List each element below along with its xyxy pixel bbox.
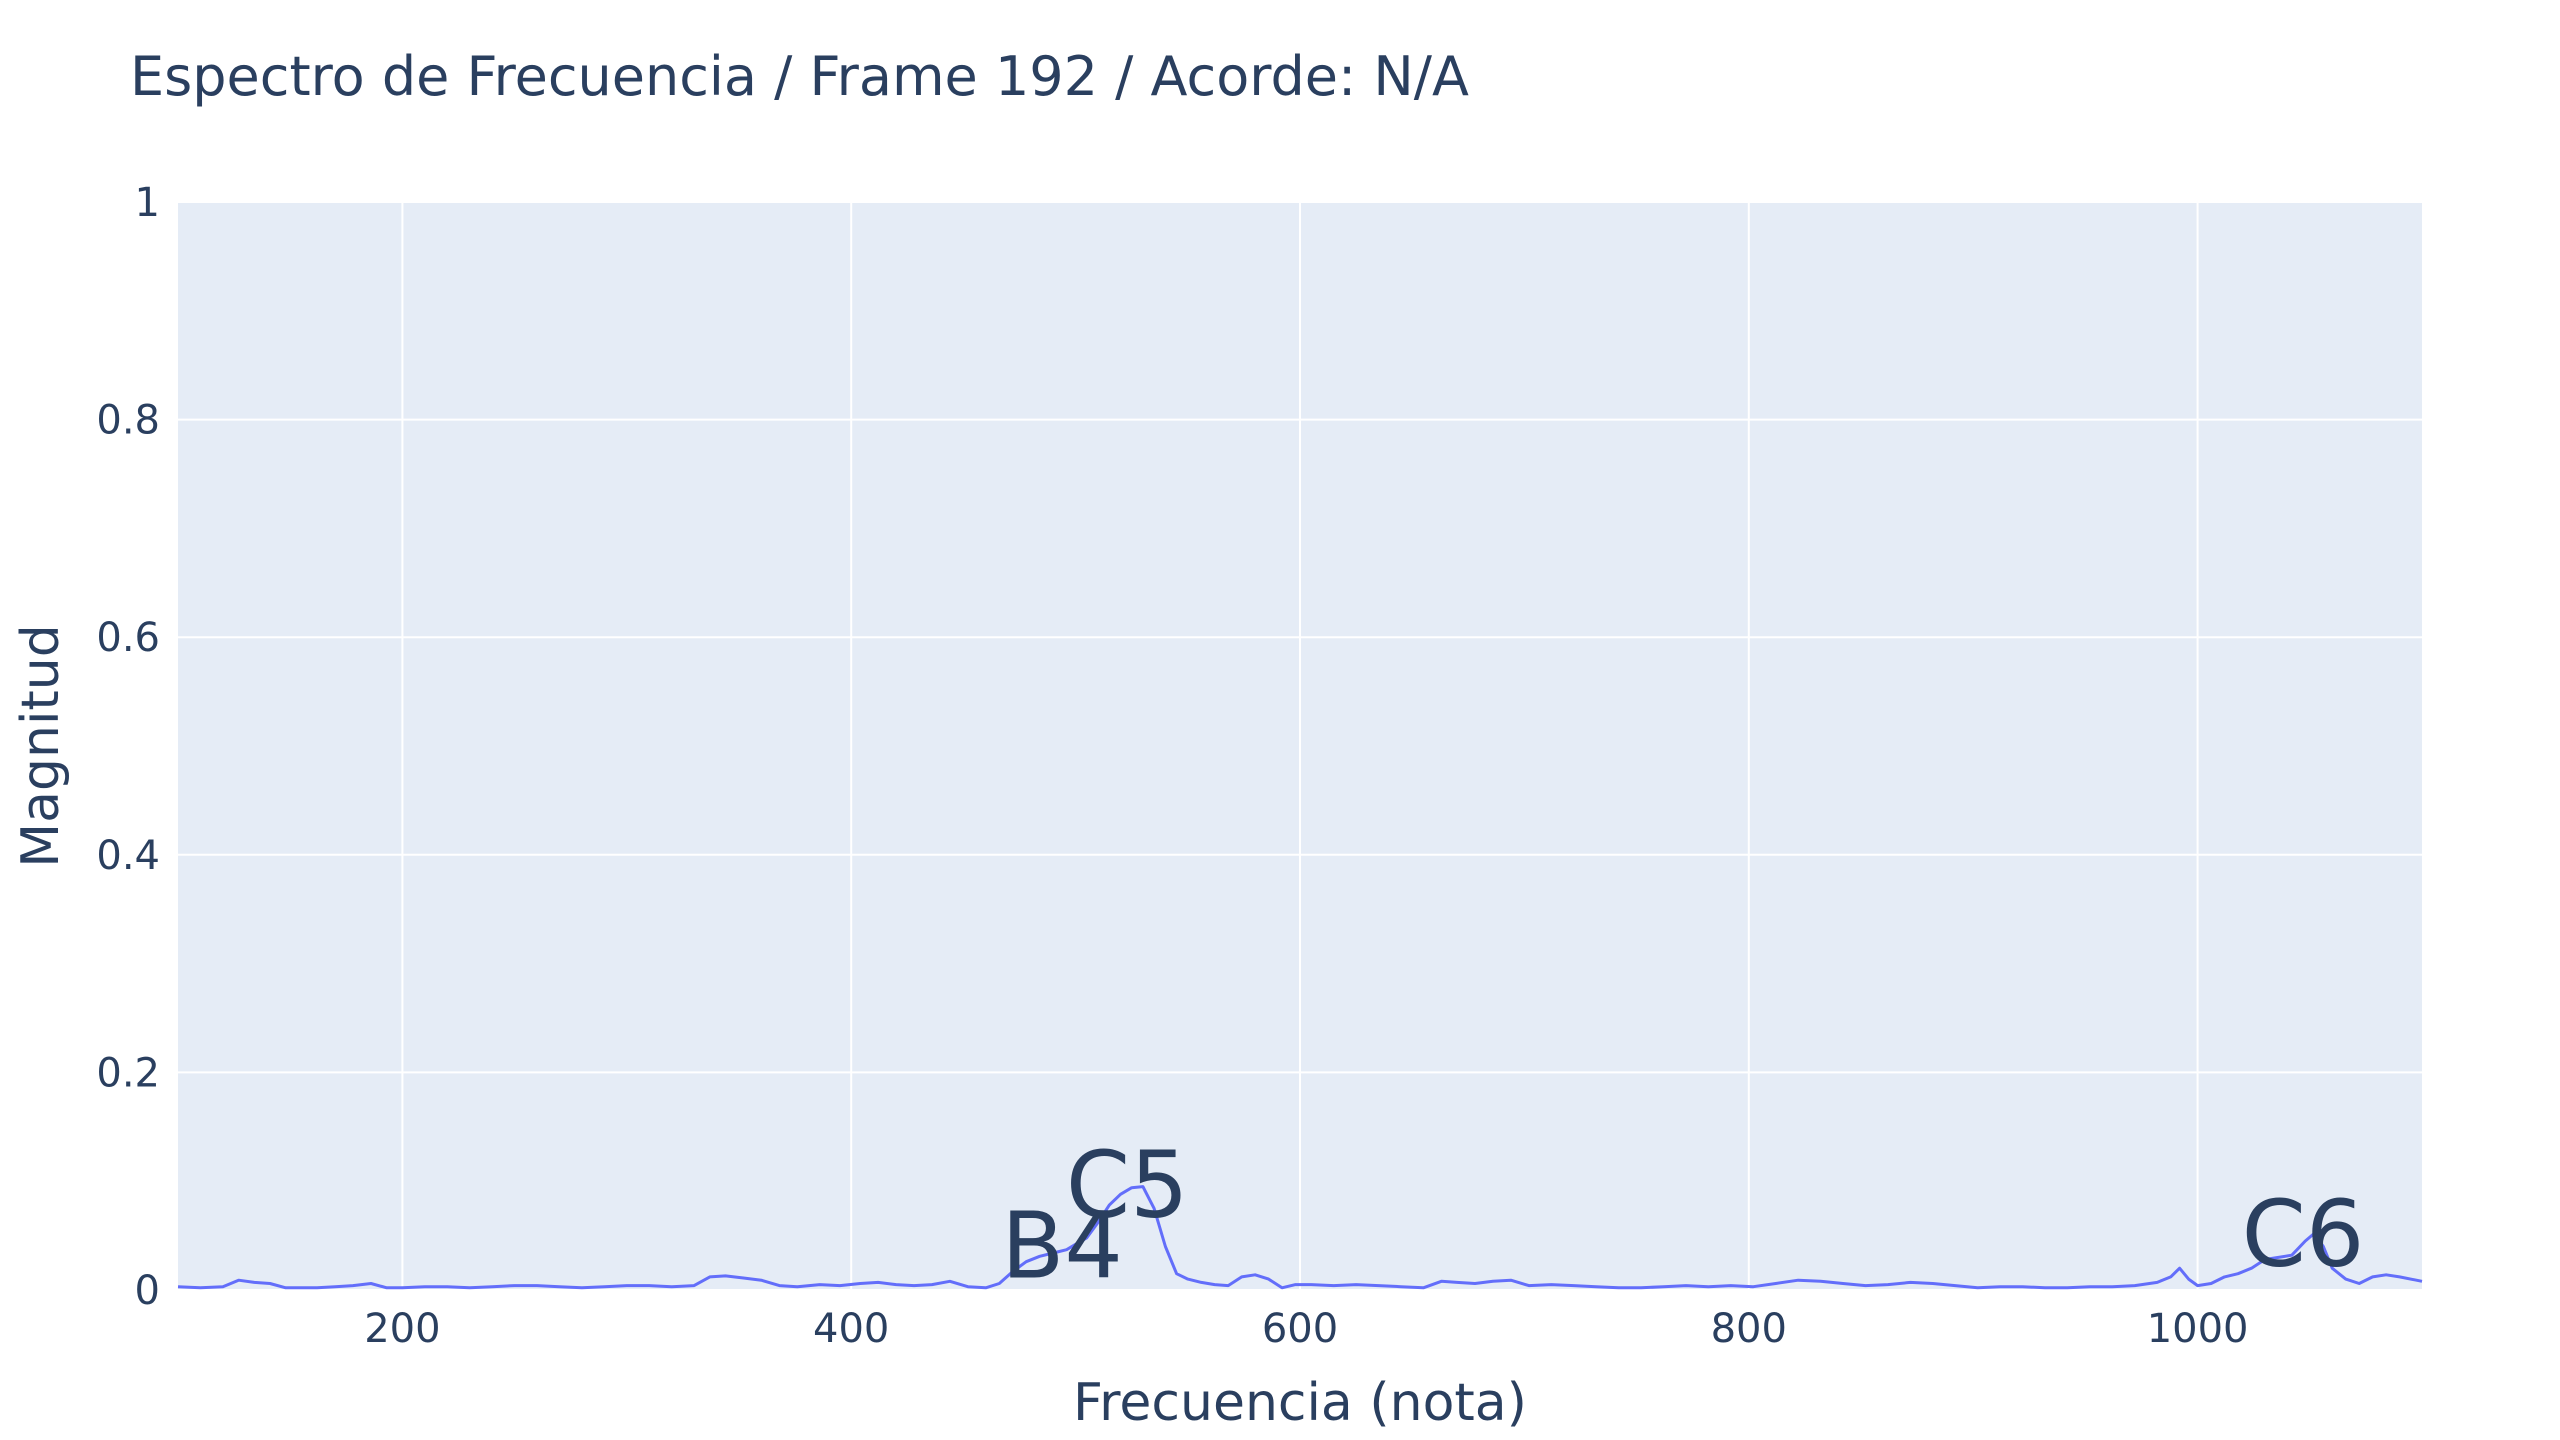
x-tick-label: 1000 [2147, 1306, 2249, 1352]
y-tick-label: 0.4 [96, 833, 160, 879]
y-tick-label: 1 [135, 180, 160, 226]
chart-title: Espectro de Frecuencia / Frame 192 / Aco… [130, 45, 1469, 108]
x-tick-label: 800 [1711, 1306, 1787, 1352]
peak-label: C6 [2242, 1181, 2365, 1288]
peak-label: B4 [1001, 1193, 1123, 1300]
x-axis-title: Frecuencia (nota) [1073, 1373, 1527, 1433]
grid [178, 201, 2422, 1291]
spectrum-line [177, 1185, 2423, 1290]
x-tick-label: 400 [813, 1306, 889, 1352]
y-tick-label: 0.8 [96, 398, 160, 444]
x-tick-label: 600 [1262, 1306, 1338, 1352]
x-tick-label: 200 [364, 1306, 440, 1352]
y-tick-label: 0.2 [96, 1050, 160, 1096]
y-tick-label: 0.6 [96, 615, 160, 661]
peak-label: C5 [1066, 1132, 1189, 1239]
y-tick-label: 0 [135, 1268, 160, 1314]
series-layer [177, 1185, 2423, 1290]
ticks-layer: 200 400 600 800 1000 0 0.2 0.4 0.6 0.8 1 [96, 180, 2248, 1352]
y-axis-title: Magnitud [11, 624, 71, 868]
